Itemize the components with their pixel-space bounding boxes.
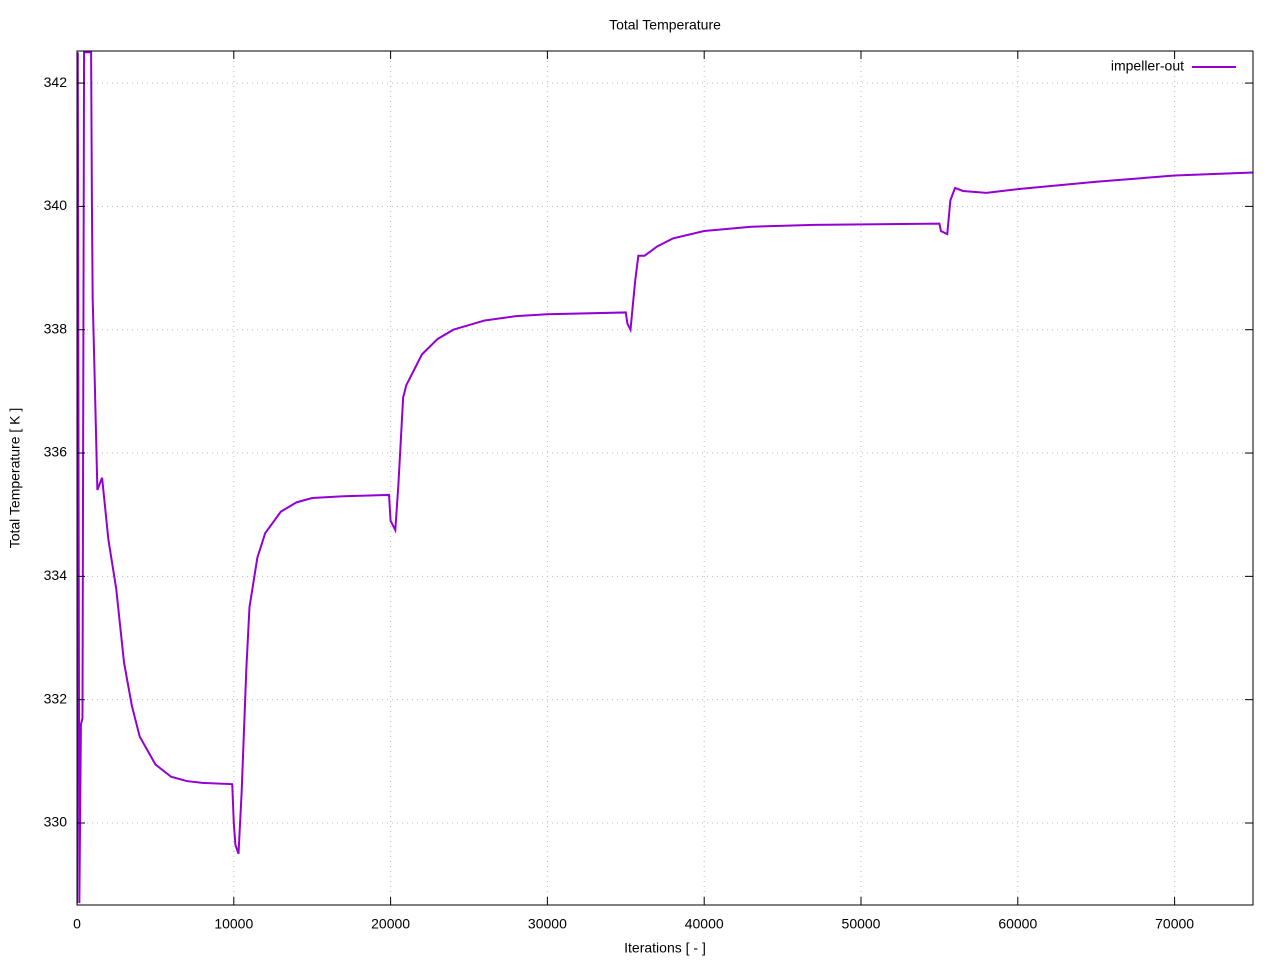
x-axis-title: Iterations [ - ] — [624, 940, 706, 956]
x-tick-label: 20000 — [371, 916, 410, 932]
x-tick-label: 60000 — [998, 916, 1037, 932]
y-tick-label: 338 — [44, 320, 68, 336]
x-tick-label: 40000 — [685, 916, 724, 932]
x-tick-label: 50000 — [842, 916, 881, 932]
y-tick-label: 334 — [44, 567, 68, 583]
x-tick-label: 0 — [73, 916, 81, 932]
y-tick-label: 340 — [44, 197, 68, 213]
y-tick-label: 336 — [44, 444, 68, 460]
x-tick-label: 70000 — [1155, 916, 1194, 932]
x-tick-label: 10000 — [214, 916, 253, 932]
plot-area — [77, 51, 1253, 904]
x-tick-label: 30000 — [528, 916, 567, 932]
legend-label: impeller-out — [1111, 58, 1184, 74]
y-axis-title: Total Temperature [ K ] — [7, 408, 23, 549]
plot-frame — [76, 50, 1254, 906]
y-tick-label: 342 — [44, 74, 68, 90]
data-line — [77, 51, 1253, 904]
y-tick-label: 330 — [44, 814, 68, 830]
y-tick-label: 332 — [44, 690, 68, 706]
chart-title: Total Temperature — [609, 17, 721, 33]
grid — [76, 51, 1253, 905]
